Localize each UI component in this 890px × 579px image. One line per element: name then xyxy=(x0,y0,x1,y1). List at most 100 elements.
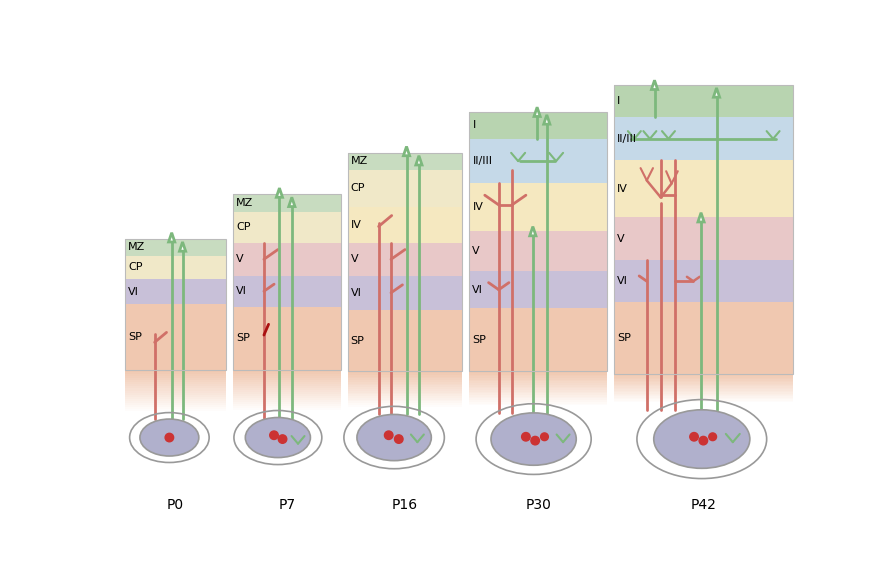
Circle shape xyxy=(540,433,548,441)
Bar xyxy=(125,380,226,382)
Bar xyxy=(233,396,341,398)
Bar xyxy=(469,112,607,371)
Bar xyxy=(614,400,793,401)
Bar xyxy=(125,376,226,378)
Text: P16: P16 xyxy=(392,497,418,511)
Bar xyxy=(125,239,226,370)
Bar xyxy=(233,406,341,408)
Bar xyxy=(614,302,793,373)
Bar xyxy=(125,378,226,380)
Text: SP: SP xyxy=(236,333,250,343)
Circle shape xyxy=(699,437,708,445)
Bar xyxy=(469,378,607,380)
Bar xyxy=(614,382,793,384)
Circle shape xyxy=(384,431,393,439)
Bar xyxy=(469,112,607,139)
Bar xyxy=(125,386,226,389)
Polygon shape xyxy=(544,115,550,124)
Text: I: I xyxy=(473,120,475,130)
Bar xyxy=(348,403,462,405)
Bar xyxy=(469,376,607,378)
Bar xyxy=(614,85,793,373)
Bar xyxy=(233,372,341,374)
Bar xyxy=(233,392,341,394)
Text: V: V xyxy=(473,246,480,256)
Bar xyxy=(233,390,341,392)
Bar xyxy=(125,370,226,372)
Bar xyxy=(233,382,341,384)
Bar xyxy=(614,395,793,397)
Bar xyxy=(469,184,607,231)
Text: SP: SP xyxy=(473,335,486,345)
Text: VI: VI xyxy=(618,276,628,286)
Bar xyxy=(614,376,793,378)
Circle shape xyxy=(708,433,716,441)
Bar xyxy=(348,153,462,371)
Bar xyxy=(469,398,607,400)
Bar xyxy=(614,392,793,394)
Bar xyxy=(125,403,226,405)
Text: MZ: MZ xyxy=(351,156,368,166)
Bar xyxy=(233,386,341,388)
Bar xyxy=(125,382,226,384)
Bar xyxy=(348,371,462,373)
Text: CP: CP xyxy=(236,222,250,232)
Bar xyxy=(125,374,226,376)
Bar xyxy=(614,85,793,117)
Text: MZ: MZ xyxy=(236,198,254,208)
Bar xyxy=(614,217,793,261)
Bar xyxy=(125,407,226,409)
Bar xyxy=(233,194,341,370)
Bar xyxy=(348,153,462,371)
Polygon shape xyxy=(276,188,282,197)
Bar xyxy=(614,401,793,402)
Bar xyxy=(233,243,341,276)
Bar xyxy=(233,194,341,212)
Bar xyxy=(348,207,462,243)
Bar xyxy=(469,402,607,404)
Bar xyxy=(469,389,607,390)
Circle shape xyxy=(166,433,174,442)
Bar xyxy=(125,395,226,397)
Bar xyxy=(469,231,607,271)
Bar xyxy=(614,381,793,382)
Ellipse shape xyxy=(357,415,432,461)
Bar xyxy=(348,382,462,384)
Bar xyxy=(614,386,793,388)
Bar xyxy=(348,170,462,207)
Bar xyxy=(348,153,462,170)
Bar xyxy=(125,239,226,256)
Bar xyxy=(469,383,607,385)
Bar xyxy=(348,373,462,375)
Bar xyxy=(469,393,607,395)
Circle shape xyxy=(394,435,403,444)
Text: MZ: MZ xyxy=(128,243,146,252)
Bar xyxy=(233,380,341,382)
Bar xyxy=(125,239,226,370)
Bar xyxy=(125,305,226,370)
Bar xyxy=(233,404,341,406)
Text: P30: P30 xyxy=(525,497,551,511)
Bar xyxy=(125,391,226,393)
Bar xyxy=(348,393,462,394)
Bar xyxy=(348,391,462,393)
Bar xyxy=(614,117,793,160)
Bar xyxy=(469,387,607,389)
Bar xyxy=(348,398,462,400)
Bar xyxy=(348,387,462,389)
Bar xyxy=(614,394,793,395)
Circle shape xyxy=(531,437,539,445)
Bar xyxy=(469,139,607,184)
Bar xyxy=(348,396,462,398)
Bar xyxy=(233,384,341,386)
Text: SP: SP xyxy=(351,335,365,346)
Bar xyxy=(125,409,226,411)
Bar xyxy=(233,394,341,396)
Text: I: I xyxy=(618,96,620,106)
Text: V: V xyxy=(618,234,625,244)
Bar xyxy=(348,310,462,371)
Bar xyxy=(233,388,341,390)
Text: VI: VI xyxy=(473,285,483,295)
Bar xyxy=(614,391,793,392)
Bar xyxy=(233,400,341,402)
